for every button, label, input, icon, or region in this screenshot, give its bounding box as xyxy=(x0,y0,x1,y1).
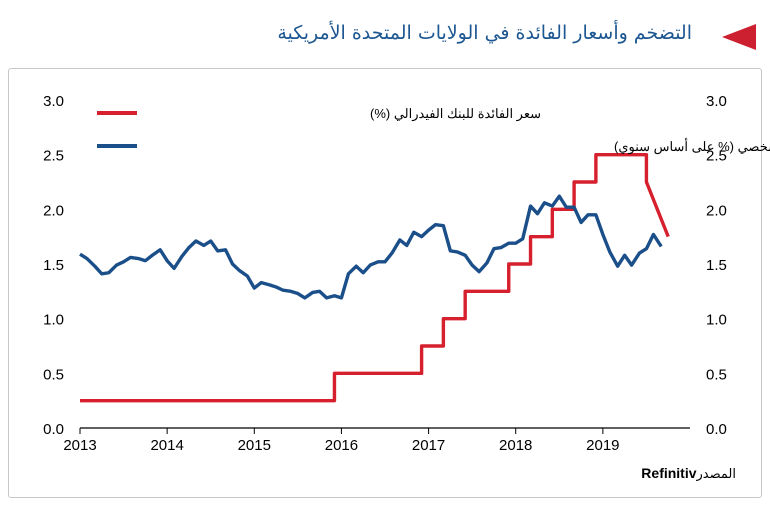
y-tick-label-right: 0.5 xyxy=(706,366,727,383)
x-tick-label: 2017 xyxy=(412,437,445,454)
x-tick-label: 2016 xyxy=(325,437,358,454)
source-credit: Refinitivالمصدر xyxy=(641,465,736,482)
y-tick-label-right: 0.0 xyxy=(706,421,727,438)
legend: سعر الفائدة للبنك الفيدرالي (%) التضخم ا… xyxy=(97,106,770,155)
y-tick-label-left: 0.5 xyxy=(43,366,64,383)
y-tick-label-left: 1.5 xyxy=(43,257,64,274)
y-tick-label-right: 3.0 xyxy=(706,93,727,110)
y-tick-label-right: 1.0 xyxy=(706,312,727,329)
source-name: Refinitiv xyxy=(641,465,697,481)
y-tick-label-right: 2.5 xyxy=(706,148,727,165)
x-tick-label: 2015 xyxy=(238,437,271,454)
y-tick-label-right: 1.5 xyxy=(706,257,727,274)
series-layer xyxy=(79,152,670,403)
chart-axes: 0.0 0.0 0.5 0.5 1.0 1.0 1.5 1.5 2.0 2.0 2.5 2.5 3.0 3… xyxy=(43,93,727,454)
title-bar: التضخم وأسعار الفائدة في الولايات المتحد… xyxy=(0,0,770,70)
legend-label-core-pce: التضخم الأساسي في نفقات الاستهلاك الشخصي… xyxy=(614,138,770,155)
y-tick-label-left: 0.0 xyxy=(43,421,64,438)
y-tick-label-left: 1.0 xyxy=(43,312,64,329)
chart-title: التضخم وأسعار الفائدة في الولايات المتحد… xyxy=(277,22,692,44)
y-tick-label-left: 3.0 xyxy=(43,93,64,110)
x-tick-label: 2019 xyxy=(586,437,619,454)
title-triangle-marker xyxy=(722,24,756,50)
x-tick-label: 2018 xyxy=(499,437,532,454)
chart-frame xyxy=(8,68,762,498)
series-line-core-pce xyxy=(79,194,663,300)
series-line-fed-rate xyxy=(80,152,670,403)
x-tick-label: 2013 xyxy=(63,437,96,454)
y-tick-label-right: 2.0 xyxy=(706,202,727,219)
source-label: المصدر xyxy=(696,467,736,482)
x-tick-label: 2014 xyxy=(150,437,183,454)
y-tick-label-left: 2.0 xyxy=(43,202,64,219)
y-tick-label-left: 2.5 xyxy=(43,148,64,165)
legend-label-fed-rate: سعر الفائدة للبنك الفيدرالي (%) xyxy=(370,106,541,122)
